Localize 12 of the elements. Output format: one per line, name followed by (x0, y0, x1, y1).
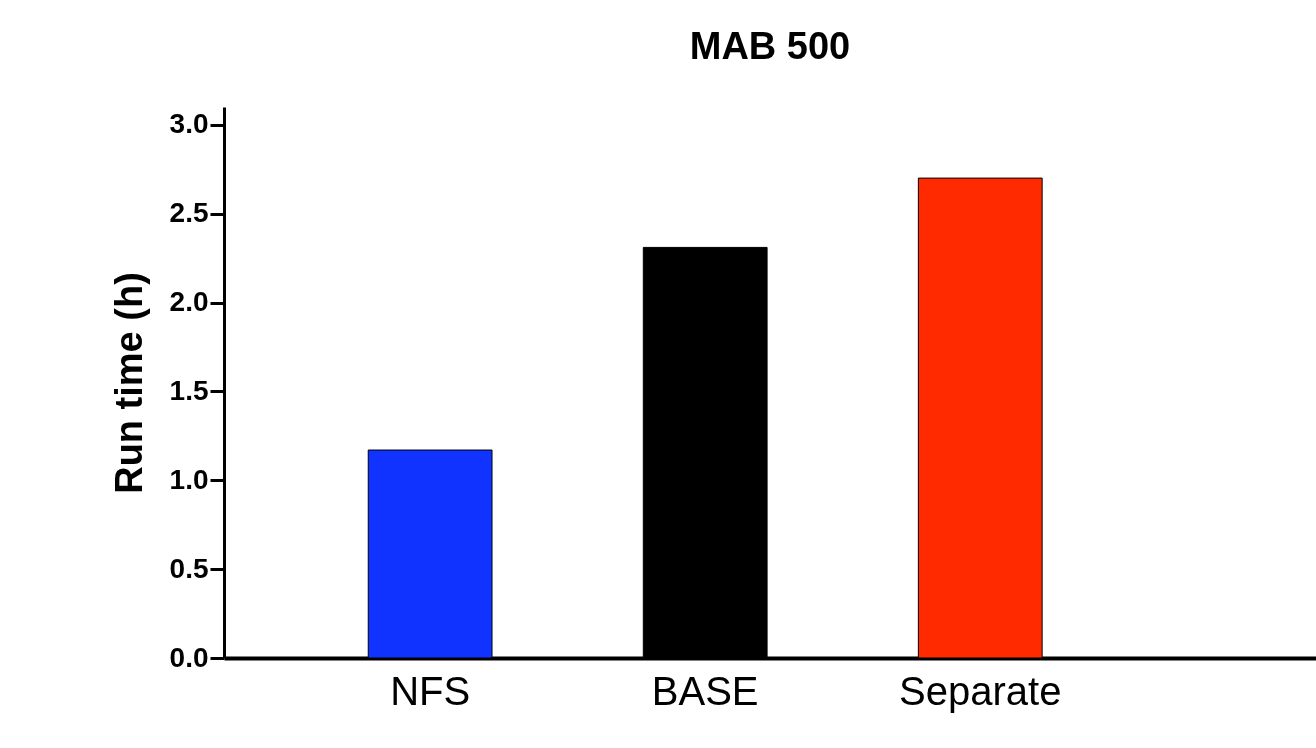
y-tick-label: 3.0 (169, 108, 209, 140)
y-tick-label: 2.0 (169, 286, 209, 318)
y-tick-label: 2.5 (169, 197, 209, 229)
x-tick-label: Separate (899, 668, 1062, 713)
y-tick-label: 1.5 (169, 374, 209, 406)
x-tick-label: NFS (390, 668, 471, 713)
y-tick-label: 0.0 (169, 641, 209, 673)
x-tick-label: BASE (651, 668, 759, 713)
y-axis-title: Run time (h) (107, 272, 150, 494)
y-tick-label: 0.5 (169, 552, 209, 584)
y-tick-label: 1.0 (169, 463, 209, 495)
chart-title: MAB 500 (689, 25, 851, 67)
